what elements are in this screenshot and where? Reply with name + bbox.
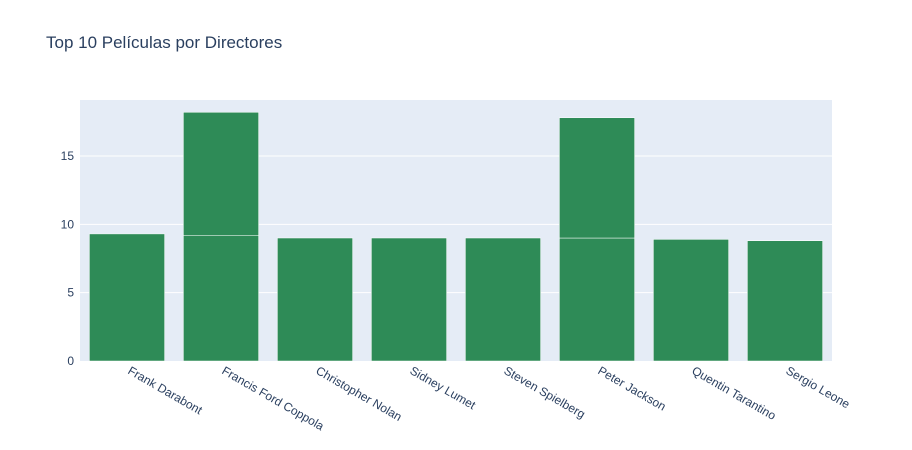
x-tick-label: Christopher Nolan <box>314 363 405 423</box>
bar-segment <box>89 233 165 362</box>
bars <box>89 112 823 362</box>
bar-segment <box>559 117 635 239</box>
x-tick-label: Steven Spielberg <box>502 363 588 421</box>
y-axis-ticks: 0 5 10 15 <box>61 149 75 368</box>
bar-segment <box>183 112 259 236</box>
y-tick-label: 0 <box>67 354 74 368</box>
bar-segment <box>559 237 635 362</box>
bar-segment <box>465 237 541 362</box>
y-tick-label: 5 <box>67 286 74 300</box>
x-axis-ticks: Frank Darabont Francis Ford CoppolaChrist… <box>126 363 853 433</box>
bar-segment <box>653 239 729 362</box>
bar-segment <box>747 240 823 362</box>
bar-segment <box>183 235 259 362</box>
x-tick-label: Frank Darabont <box>126 363 206 417</box>
x-tick-label: Sidney Lumet <box>408 363 479 412</box>
x-tick-label: Peter Jackson <box>596 363 669 413</box>
y-tick-label: 15 <box>61 149 75 163</box>
chart-title: Top 10 Películas por Directores <box>46 33 283 52</box>
x-tick-label: Sergio Leone <box>784 363 853 411</box>
x-tick-label: Francis Ford Coppola <box>220 363 327 433</box>
bar-segment <box>277 237 353 362</box>
y-tick-label: 10 <box>61 217 75 231</box>
x-tick-label: Quentin Tarantino <box>690 363 779 423</box>
bar-segment <box>371 237 447 362</box>
